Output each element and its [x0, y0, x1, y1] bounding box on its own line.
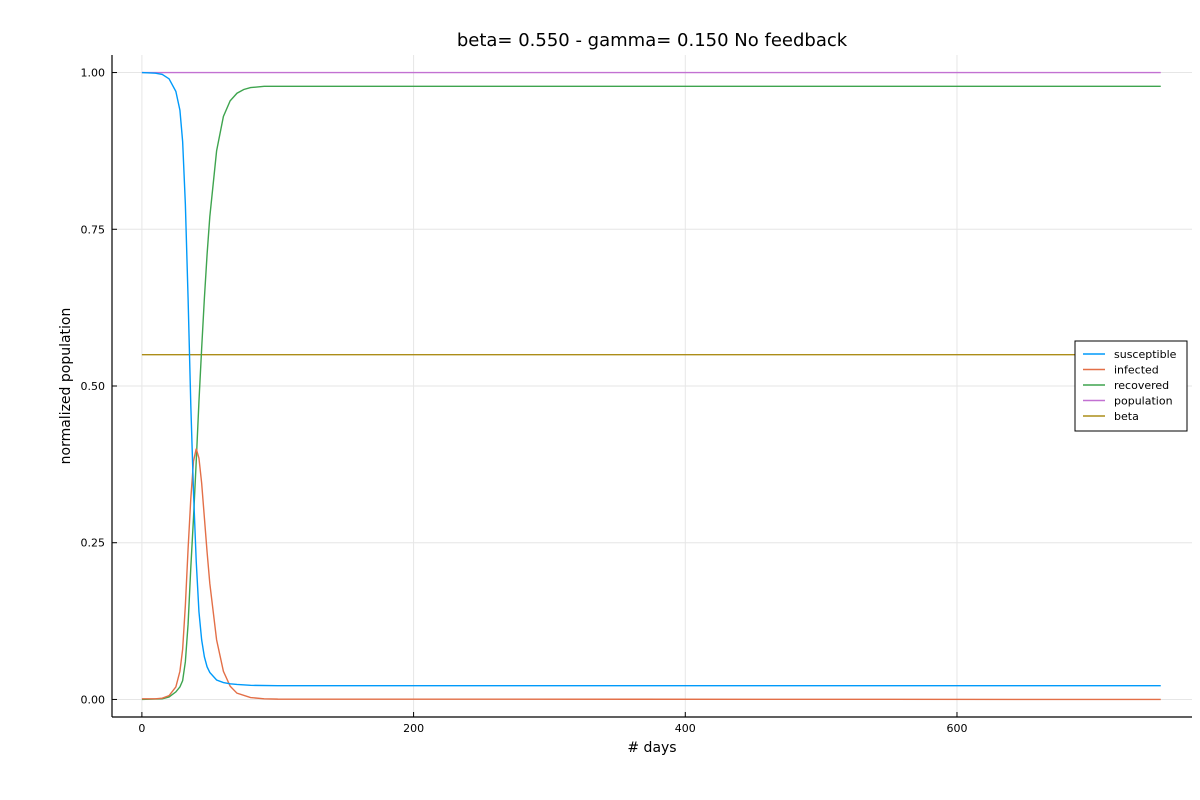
grid: [112, 55, 1192, 717]
series-line-susceptible: [141, 71, 1161, 687]
x-tick-label: 200: [403, 722, 424, 735]
legend: susceptible infected recovered population be…: [1074, 340, 1188, 432]
chart-title: beta= 0.550 - gamma= 0.150 No feedback: [457, 30, 848, 51]
y-tick-label: 1.00: [81, 67, 106, 80]
x-tick-label: 400: [675, 722, 696, 735]
x-axis-label: # days: [627, 740, 676, 756]
y-tick-label: 0.00: [81, 693, 106, 706]
legend-label-population: population: [1114, 395, 1173, 408]
legend-label-recovered: recovered: [1114, 379, 1169, 392]
series: [141, 71, 1161, 701]
legend-label-susceptible: susceptible: [1114, 348, 1177, 361]
series-line-recovered: [141, 85, 1161, 701]
ticks: 0 200 400 600 0.00 0.25 0.50 0.75 1.00: [81, 67, 968, 735]
legend-label-infected: infected: [1114, 364, 1159, 377]
legend-label-beta: beta: [1114, 410, 1139, 423]
x-tick-label: 600: [946, 722, 967, 735]
y-tick-label: 0.50: [81, 380, 106, 393]
y-axis-label: normalized population: [58, 308, 74, 465]
y-tick-label: 0.75: [81, 223, 106, 236]
y-tick-label: 0.25: [81, 537, 106, 550]
x-tick-label: 0: [138, 722, 145, 735]
series-line-infected: [141, 448, 1161, 701]
